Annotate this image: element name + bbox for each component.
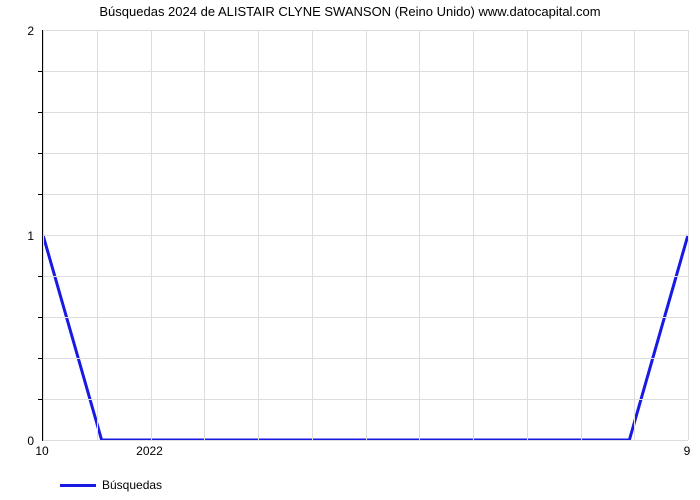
- y-axis-minor-tick: [38, 358, 42, 359]
- y-axis-tick-label: 1: [27, 229, 34, 243]
- y-axis-minor-tick: [38, 317, 42, 318]
- grid-horizontal: [43, 276, 688, 277]
- y-axis-tick-label: 2: [27, 24, 34, 38]
- grid-horizontal: [43, 112, 688, 113]
- y-axis-minor-tick: [38, 153, 42, 154]
- legend: Búsquedas: [60, 478, 162, 492]
- grid-horizontal: [43, 71, 688, 72]
- grid-horizontal: [43, 235, 688, 236]
- grid-vertical: [688, 30, 689, 440]
- grid-horizontal: [43, 358, 688, 359]
- grid-horizontal: [43, 440, 688, 441]
- y-axis-minor-tick: [38, 112, 42, 113]
- legend-label: Búsquedas: [102, 478, 162, 492]
- y-axis-minor-tick: [38, 194, 42, 195]
- grid-horizontal: [43, 153, 688, 154]
- grid-horizontal: [43, 30, 688, 31]
- y-axis-minor-tick: [38, 399, 42, 400]
- grid-horizontal: [43, 194, 688, 195]
- grid-horizontal: [43, 399, 688, 400]
- y-axis-tick-label: 0: [27, 434, 34, 448]
- grid-horizontal: [43, 317, 688, 318]
- plot-area: [42, 30, 688, 441]
- x-axis-inner-label: 2022: [136, 444, 163, 458]
- x-axis-left-label: 10: [35, 444, 48, 458]
- y-axis-minor-tick: [38, 276, 42, 277]
- chart-container: Búsquedas 2024 de ALISTAIR CLYNE SWANSON…: [0, 0, 700, 500]
- x-axis-right-label: 9: [684, 444, 691, 458]
- chart-title: Búsquedas 2024 de ALISTAIR CLYNE SWANSON…: [0, 4, 700, 19]
- y-axis-minor-tick: [38, 71, 42, 72]
- legend-swatch: [60, 484, 96, 487]
